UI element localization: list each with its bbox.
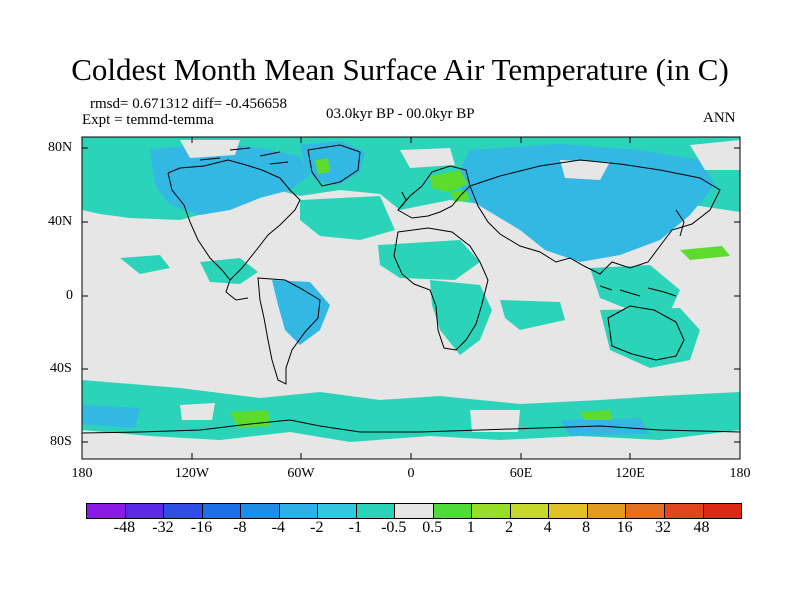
coastline-australia bbox=[607, 305, 685, 361]
neutral-region-arctic-4 bbox=[690, 140, 740, 170]
colorbar-box bbox=[87, 504, 126, 518]
coastline-japan bbox=[675, 209, 685, 237]
coastline-maritime-islands bbox=[599, 285, 677, 297]
lat-label-40s: 40S bbox=[50, 361, 72, 376]
anomaly-region-southern-land-2 bbox=[560, 418, 650, 436]
colorbar-box bbox=[202, 504, 242, 518]
coastline-asia bbox=[469, 159, 721, 275]
anomaly-region-sahara bbox=[378, 240, 480, 280]
colorbar-box bbox=[510, 504, 550, 518]
positive-anomaly-scandinavia bbox=[430, 170, 468, 192]
coastline-greenland bbox=[307, 144, 361, 187]
axis-ticks bbox=[82, 137, 740, 459]
coastline-africa bbox=[393, 227, 489, 351]
lon-label-180w: 180 bbox=[71, 466, 93, 481]
anomaly-region-north-america bbox=[150, 142, 310, 215]
colorbar-box bbox=[356, 504, 396, 518]
lat-label-equator: 0 bbox=[66, 288, 73, 303]
lat-label-80s: 80S bbox=[50, 434, 72, 449]
anomaly-region-maritime bbox=[590, 265, 680, 312]
plot-title: Coldest Month Mean Surface Air Temperatu… bbox=[71, 52, 729, 87]
anomaly-region-south-america bbox=[272, 280, 330, 345]
colorbar-label: 2 bbox=[505, 519, 514, 536]
colorbar-label: 32 bbox=[655, 519, 672, 536]
colorbar-label: -1 bbox=[348, 519, 362, 536]
colorbar-label: -16 bbox=[190, 519, 213, 536]
colorbar-label: 48 bbox=[693, 519, 710, 536]
anomaly-region-southern-land bbox=[82, 405, 140, 428]
colorbar bbox=[86, 503, 742, 519]
colorbar-label: -32 bbox=[152, 519, 174, 536]
colorbar-label: 4 bbox=[543, 519, 552, 536]
neutral-region-south-1 bbox=[470, 410, 520, 432]
coastline-arctic-islands bbox=[199, 147, 289, 165]
lon-label-180e: 180 bbox=[729, 466, 751, 481]
coastline-north-america-west bbox=[167, 172, 231, 281]
colorbar-label: -48 bbox=[113, 519, 136, 536]
coastline-south-america bbox=[257, 277, 321, 385]
neutral-region-arctic-3 bbox=[560, 160, 610, 180]
season-text: ANN bbox=[703, 110, 736, 126]
colorbar-box bbox=[703, 504, 742, 518]
colorbar-box bbox=[164, 504, 203, 518]
colorbar-box bbox=[626, 504, 665, 518]
lon-label-0: 0 bbox=[407, 466, 415, 481]
neutral-region-south-2 bbox=[180, 403, 215, 420]
stats-text: rmsd= 0.671312 diff= -0.456658 bbox=[90, 96, 288, 112]
positive-anomaly-greenland-coast bbox=[315, 158, 330, 174]
coastlines bbox=[82, 144, 740, 434]
lon-label-120e: 120E bbox=[615, 466, 645, 481]
colorbar-box bbox=[664, 504, 704, 518]
neutral-region-arctic-1 bbox=[180, 140, 240, 158]
colorbar-box bbox=[241, 504, 280, 518]
colorbar-box bbox=[125, 504, 165, 518]
coastline-antarctica bbox=[82, 419, 740, 434]
anomaly-region-east-pacific bbox=[120, 255, 170, 274]
colorbar-box bbox=[549, 504, 588, 518]
positive-anomaly-south-2 bbox=[580, 410, 612, 420]
anomaly-region-australia bbox=[600, 308, 700, 368]
colorbar-box bbox=[587, 504, 627, 518]
colorbar-label: 8 bbox=[582, 519, 591, 536]
anomaly-region-central-america bbox=[200, 258, 258, 284]
colorbar-box bbox=[318, 504, 357, 518]
lat-label-80n: 80N bbox=[48, 140, 73, 155]
neutral-region-arctic-2 bbox=[400, 148, 455, 168]
lon-label-60e: 60E bbox=[509, 466, 533, 481]
lat-label-40n: 40N bbox=[48, 214, 73, 229]
colorbar-label: 0.5 bbox=[422, 519, 443, 536]
positive-anomaly-pacific bbox=[680, 246, 730, 260]
colorbar-box bbox=[433, 504, 473, 518]
anomaly-region-north-atlantic bbox=[300, 196, 395, 240]
colorbar-label: 1 bbox=[466, 519, 475, 536]
anomaly-region-indian-ocean bbox=[500, 300, 565, 330]
colorbar-label: -2 bbox=[310, 519, 324, 536]
period-text: 03.0kyr BP - 00.0kyr BP bbox=[326, 106, 475, 122]
colorbar-box bbox=[395, 504, 434, 518]
coastline-uk bbox=[401, 191, 407, 207]
anomaly-region-greenland bbox=[300, 141, 365, 185]
colorbar-label: -4 bbox=[271, 519, 286, 536]
anomaly-region-africa bbox=[430, 280, 492, 355]
experiment-text: Expt = temmd-temma bbox=[82, 112, 214, 128]
colorbar-box bbox=[279, 504, 319, 518]
lon-label-60w: 60W bbox=[287, 466, 315, 481]
lon-label-120w: 120W bbox=[174, 466, 210, 481]
colorbar-box bbox=[472, 504, 511, 518]
colorbar-label: -0.5 bbox=[381, 519, 407, 536]
colorbar-label: 16 bbox=[616, 519, 633, 536]
anomaly-region-asia bbox=[455, 144, 715, 262]
colorbar-label: -8 bbox=[233, 519, 247, 536]
